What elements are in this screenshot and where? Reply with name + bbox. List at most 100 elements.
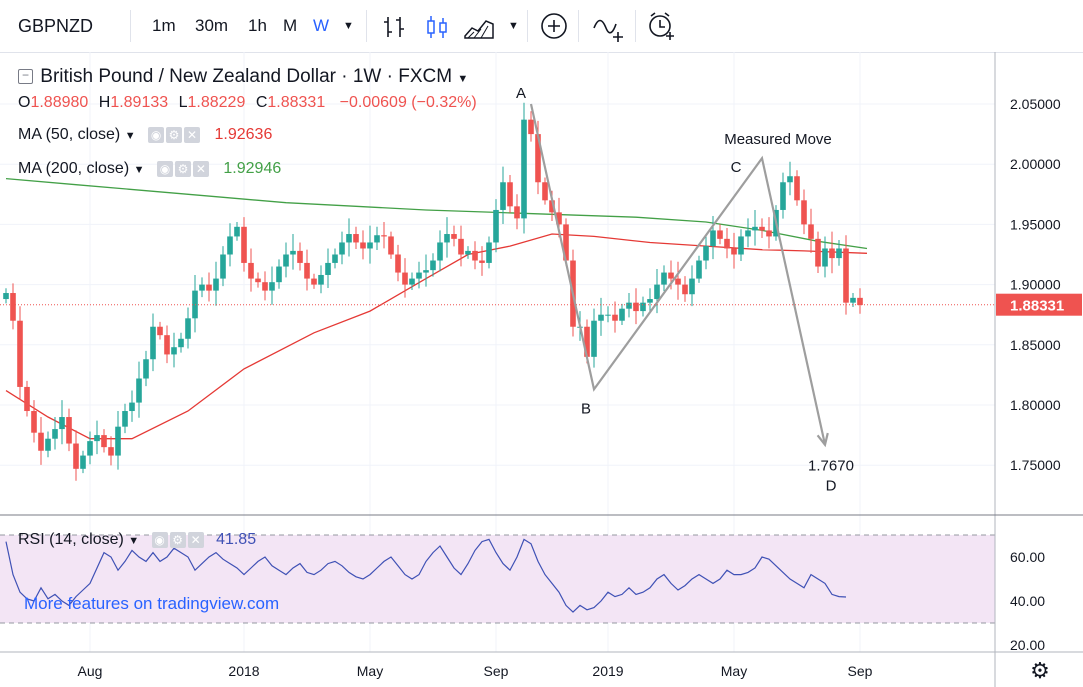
interval-1h[interactable]: 1h	[248, 16, 267, 35]
candle-body	[59, 417, 65, 430]
close-icon[interactable]: ✕	[192, 160, 209, 177]
area-style-icon[interactable]	[464, 14, 494, 40]
candle-body	[318, 274, 324, 285]
abcd-pattern: A B C Measured Move 1.7670 D	[516, 85, 854, 495]
candle-body	[269, 282, 275, 291]
candle-body	[612, 314, 618, 321]
symbol-search[interactable]: GBPNZD	[18, 16, 94, 36]
last-price-label: 1.88331	[1010, 298, 1064, 315]
toolbar-divider	[130, 10, 131, 42]
bar-style-icon[interactable]	[382, 14, 408, 40]
close-icon[interactable]: ✕	[187, 531, 204, 548]
indicators-icon[interactable]	[592, 12, 626, 42]
interval-30m[interactable]: 30m	[195, 16, 229, 35]
interval-month[interactable]: M	[283, 16, 298, 35]
price-tick-label: 1.90000	[1010, 277, 1061, 293]
collapse-icon[interactable]: −	[18, 69, 33, 85]
candle-body	[542, 182, 548, 201]
candle-body	[381, 235, 387, 237]
chart-legend-title: − British Pound / New Zealand Dollar · 1…	[18, 66, 468, 88]
interval-1m[interactable]: 1m	[152, 16, 176, 35]
candle-body	[640, 302, 646, 312]
close-icon[interactable]: ✕	[184, 126, 201, 143]
eye-icon[interactable]: ◉	[156, 160, 173, 177]
open-label: O	[18, 94, 31, 111]
chevron-down-icon[interactable]: ▼	[124, 130, 136, 142]
candle-body	[430, 260, 436, 271]
candle-body	[31, 411, 37, 433]
candle-body	[150, 326, 156, 360]
candle-body	[689, 278, 695, 295]
toolbar-divider	[527, 10, 528, 42]
candle-body	[857, 297, 863, 306]
candle-body	[808, 224, 814, 239]
candle-body	[143, 359, 149, 379]
time-tick-label: May	[721, 663, 747, 679]
candle-body	[185, 318, 191, 339]
gear-icon[interactable]: ⚙	[169, 531, 186, 548]
ma50-label: MA (50, close)	[18, 126, 121, 143]
candle-body	[724, 238, 730, 249]
time-tick-label: Sep	[484, 663, 509, 679]
candle-body	[402, 272, 408, 285]
symbol-title: British Pound / New Zealand Dollar · 1W …	[40, 66, 453, 87]
candle-body	[164, 335, 170, 355]
candle-body	[598, 314, 604, 321]
add-compare-icon[interactable]	[540, 12, 568, 40]
candle-body	[122, 411, 128, 427]
pattern-arrowhead	[816, 432, 829, 448]
candle-body	[178, 338, 184, 348]
axes: 2.05000 2.00000 1.95000 1.90000 1.85000 1.800…	[0, 52, 1083, 687]
candle-body	[360, 242, 366, 249]
gear-icon[interactable]: ⚙	[1030, 658, 1050, 683]
candle-body	[822, 248, 828, 267]
candle-body	[514, 206, 520, 219]
candle-body	[437, 242, 443, 261]
price-tick-label: 1.95000	[1010, 216, 1061, 232]
candle-body	[220, 254, 226, 279]
candle-body	[766, 230, 772, 237]
point-c-label: C	[731, 159, 742, 176]
chevron-down-icon[interactable]: ▼	[457, 73, 469, 85]
rsi-line-group	[5, 538, 847, 613]
candle-body	[199, 284, 205, 291]
rsi-band	[0, 534, 995, 624]
promo-link[interactable]: More features on tradingview.com	[24, 594, 280, 613]
chevron-down-icon[interactable]: ▼	[343, 20, 354, 32]
gear-icon[interactable]: ⚙	[166, 126, 183, 143]
candle-body	[829, 248, 835, 259]
candle-style-icon[interactable]	[424, 14, 450, 40]
candle-body	[780, 182, 786, 210]
chevron-down-icon[interactable]: ▼	[508, 20, 519, 32]
candle-body	[479, 260, 485, 263]
high-value: 1.89133	[110, 94, 169, 111]
candle-body	[409, 278, 415, 285]
candle-body	[815, 238, 821, 267]
candle-body	[416, 272, 422, 279]
chevron-down-icon[interactable]: ▼	[133, 164, 145, 176]
gear-icon[interactable]: ⚙	[174, 160, 191, 177]
price-tick-label: 1.80000	[1010, 397, 1061, 413]
eye-icon[interactable]: ◉	[151, 531, 168, 548]
interval-week[interactable]: W	[313, 16, 330, 35]
candle-body	[73, 443, 79, 469]
alert-icon[interactable]	[646, 10, 678, 42]
candle-body	[661, 272, 667, 285]
top-toolbar: GBPNZD 1m 30m 1h M W ▼ ▼	[0, 0, 1083, 53]
candle-body	[633, 302, 639, 312]
chart-area[interactable]: A B C Measured Move 1.7670 D 2.05000 2.00000 1.…	[0, 52, 1083, 687]
rsi-tick-label: 60.00	[1010, 549, 1045, 565]
chevron-down-icon[interactable]: ▼	[128, 535, 140, 547]
candle-body	[115, 426, 121, 456]
toolbar-divider	[578, 10, 579, 42]
candle-body	[563, 224, 569, 261]
candle-body	[52, 429, 58, 439]
low-value: 1.88229	[187, 94, 246, 111]
candle-body	[395, 254, 401, 273]
eye-icon[interactable]: ◉	[148, 126, 165, 143]
candle-body	[500, 182, 506, 210]
candle-body	[843, 248, 849, 303]
candle-body	[276, 266, 282, 283]
ma200-legend: MA (200, close) ▼ ◉ ⚙ ✕ 1.92946	[18, 160, 281, 178]
candle-body	[521, 119, 527, 219]
